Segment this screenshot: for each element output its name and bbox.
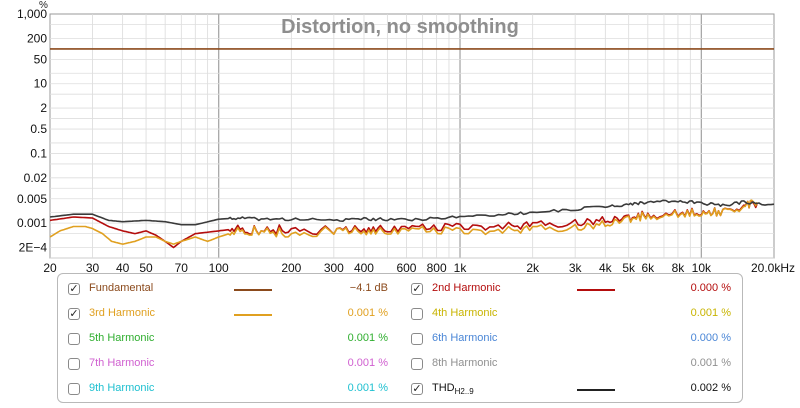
legend-label-subscript: H2..9 bbox=[454, 387, 474, 397]
legend-value-4th-harmonic: 0.001 % bbox=[690, 307, 731, 319]
series-line-thd bbox=[49, 199, 775, 226]
y-tick-label: 200 bbox=[27, 31, 47, 45]
legend-item-3rd-harmonic: ✓ 3rd Harmonic 0.001 % bbox=[58, 303, 401, 327]
legend-checkbox-7th-harmonic[interactable] bbox=[68, 358, 80, 370]
x-tick-label: 100 bbox=[209, 261, 229, 275]
legend-checkbox-8th-harmonic[interactable] bbox=[411, 358, 423, 370]
legend-label-8th-harmonic: 8th Harmonic bbox=[432, 357, 498, 369]
legend-row: ✓ Fundamental −4.1 dB ✓ 2nd Harmonic 0.000 % bbox=[58, 278, 744, 302]
x-tick-label: 20 bbox=[43, 261, 57, 275]
distortion-chart: 1,000 200 50 10 2 0.5 0.1 0.02 0.005 0.001 2E−4 20… bbox=[17, 0, 795, 275]
legend-checkbox-3rd-harmonic[interactable]: ✓ bbox=[68, 308, 80, 320]
legend-checkbox-thd[interactable]: ✓ bbox=[411, 383, 423, 395]
legend-item-4th-harmonic: 4th Harmonic 0.001 % bbox=[401, 303, 744, 327]
x-tick-label: 8k bbox=[672, 261, 686, 275]
y-tick-label: 0.02 bbox=[24, 171, 48, 185]
x-tick-label: 2k bbox=[526, 261, 540, 275]
legend-row: 9th Harmonic 0.001 % ✓ THDH2..9 0.002 % bbox=[58, 378, 744, 402]
legend-item-9th-harmonic: 9th Harmonic 0.001 % bbox=[58, 378, 401, 402]
y-tick-label: 0.5 bbox=[30, 122, 47, 136]
x-tick-label: 70 bbox=[175, 261, 189, 275]
legend-value-2nd-harmonic: 0.000 % bbox=[690, 282, 731, 294]
x-tick-label: 1k bbox=[454, 261, 468, 275]
legend-item-thd: ✓ THDH2..9 0.002 % bbox=[401, 378, 744, 402]
x-tick-label: 300 bbox=[324, 261, 344, 275]
legend-label-6th-harmonic: 6th Harmonic bbox=[432, 332, 498, 344]
y-unit-label: % bbox=[39, 0, 48, 11]
legend-value-fundamental: −4.1 dB bbox=[349, 282, 388, 294]
legend-checkbox-4th-harmonic[interactable] bbox=[411, 308, 423, 320]
legend-label-3rd-harmonic: 3rd Harmonic bbox=[89, 307, 156, 319]
legend-panel: ✓ Fundamental −4.1 dB ✓ 2nd Harmonic 0.000 % ✓… bbox=[57, 273, 743, 403]
x-tick-label: 10k bbox=[692, 261, 712, 275]
series-layer bbox=[49, 48, 775, 249]
legend-row: ✓ 3rd Harmonic 0.001 % 4th Harmonic 0.001 % bbox=[58, 303, 744, 327]
legend-item-8th-harmonic: 8th Harmonic 0.001 % bbox=[401, 353, 744, 377]
legend-swatch-2nd-harmonic bbox=[577, 289, 615, 291]
y-tick-labels: 1,000 200 50 10 2 0.5 0.1 0.02 0.005 0.001 2E−4 bbox=[17, 7, 47, 255]
legend-value-5th-harmonic: 0.001 % bbox=[347, 332, 388, 344]
x-tick-label: 40 bbox=[116, 261, 130, 275]
x-tick-label: 30 bbox=[86, 261, 100, 275]
x-tick-label: 3k bbox=[569, 261, 583, 275]
y-tick-label: 0.001 bbox=[17, 216, 47, 230]
x-tick-label: 6k bbox=[641, 261, 655, 275]
legend-item-5th-harmonic: 5th Harmonic 0.001 % bbox=[58, 328, 401, 352]
legend-row: 5th Harmonic 0.001 % 6th Harmonic 0.000 % bbox=[58, 328, 744, 352]
legend-label-thd: THDH2..9 bbox=[432, 382, 474, 397]
legend-label-2nd-harmonic: 2nd Harmonic bbox=[432, 282, 501, 294]
legend-checkbox-fundamental[interactable]: ✓ bbox=[68, 283, 80, 295]
legend-checkbox-9th-harmonic[interactable] bbox=[68, 383, 80, 395]
y-tick-label: 0.1 bbox=[30, 146, 47, 160]
legend-item-fundamental: ✓ Fundamental −4.1 dB bbox=[58, 278, 401, 302]
legend-label-fundamental: Fundamental bbox=[89, 282, 154, 294]
legend-value-8th-harmonic: 0.001 % bbox=[690, 357, 731, 369]
legend-value-6th-harmonic: 0.000 % bbox=[690, 332, 731, 344]
legend-value-7th-harmonic: 0.001 % bbox=[347, 357, 388, 369]
y-tick-label: 2 bbox=[40, 101, 47, 115]
legend-item-6th-harmonic: 6th Harmonic 0.000 % bbox=[401, 328, 744, 352]
legend-value-3rd-harmonic: 0.001 % bbox=[347, 307, 388, 319]
legend-item-2nd-harmonic: ✓ 2nd Harmonic 0.000 % bbox=[401, 278, 744, 302]
y-tick-label: 50 bbox=[34, 52, 48, 66]
x-tick-label: 50 bbox=[139, 261, 153, 275]
legend-item-7th-harmonic: 7th Harmonic 0.001 % bbox=[58, 353, 401, 377]
x-tick-labels: 20 30 40 50 70 100 200 300 400 600 800 1k 2k 3k 4k 5k 6k… bbox=[43, 261, 795, 275]
chart-title: Distortion, no smoothing bbox=[281, 16, 519, 38]
x-tick-label: 200 bbox=[281, 261, 301, 275]
legend-checkbox-2nd-harmonic[interactable]: ✓ bbox=[411, 283, 423, 295]
legend-checkbox-5th-harmonic[interactable] bbox=[68, 333, 80, 345]
legend-label-5th-harmonic: 5th Harmonic bbox=[89, 332, 155, 344]
legend-value-9th-harmonic: 0.001 % bbox=[347, 382, 388, 394]
x-tick-label: 4k bbox=[599, 261, 613, 275]
x-tick-label: 20.0kHz bbox=[751, 261, 795, 275]
legend-label-4th-harmonic: 4th Harmonic bbox=[432, 307, 498, 319]
legend-label-9th-harmonic: 9th Harmonic bbox=[89, 382, 155, 394]
x-tick-label: 5k bbox=[622, 261, 636, 275]
y-tick-label: 0.005 bbox=[17, 192, 47, 206]
legend-label-7th-harmonic: 7th Harmonic bbox=[89, 357, 155, 369]
x-tick-label: 800 bbox=[427, 261, 447, 275]
legend-value-thd: 0.002 % bbox=[690, 382, 731, 394]
legend-swatch-3rd-harmonic bbox=[234, 314, 272, 316]
legend-checkbox-6th-harmonic[interactable] bbox=[411, 333, 423, 345]
y-tick-label: 2E−4 bbox=[19, 241, 48, 255]
x-tick-label: 600 bbox=[396, 261, 416, 275]
y-tick-label: 10 bbox=[34, 77, 48, 91]
legend-swatch-thd bbox=[577, 389, 615, 391]
x-tick-label: 400 bbox=[354, 261, 374, 275]
legend-swatch-fundamental bbox=[234, 289, 272, 291]
series-line-3rd-harmonic bbox=[49, 199, 758, 245]
y-tick-label: 1,000 bbox=[17, 7, 47, 21]
legend-row: 7th Harmonic 0.001 % 8th Harmonic 0.001 % bbox=[58, 353, 744, 377]
